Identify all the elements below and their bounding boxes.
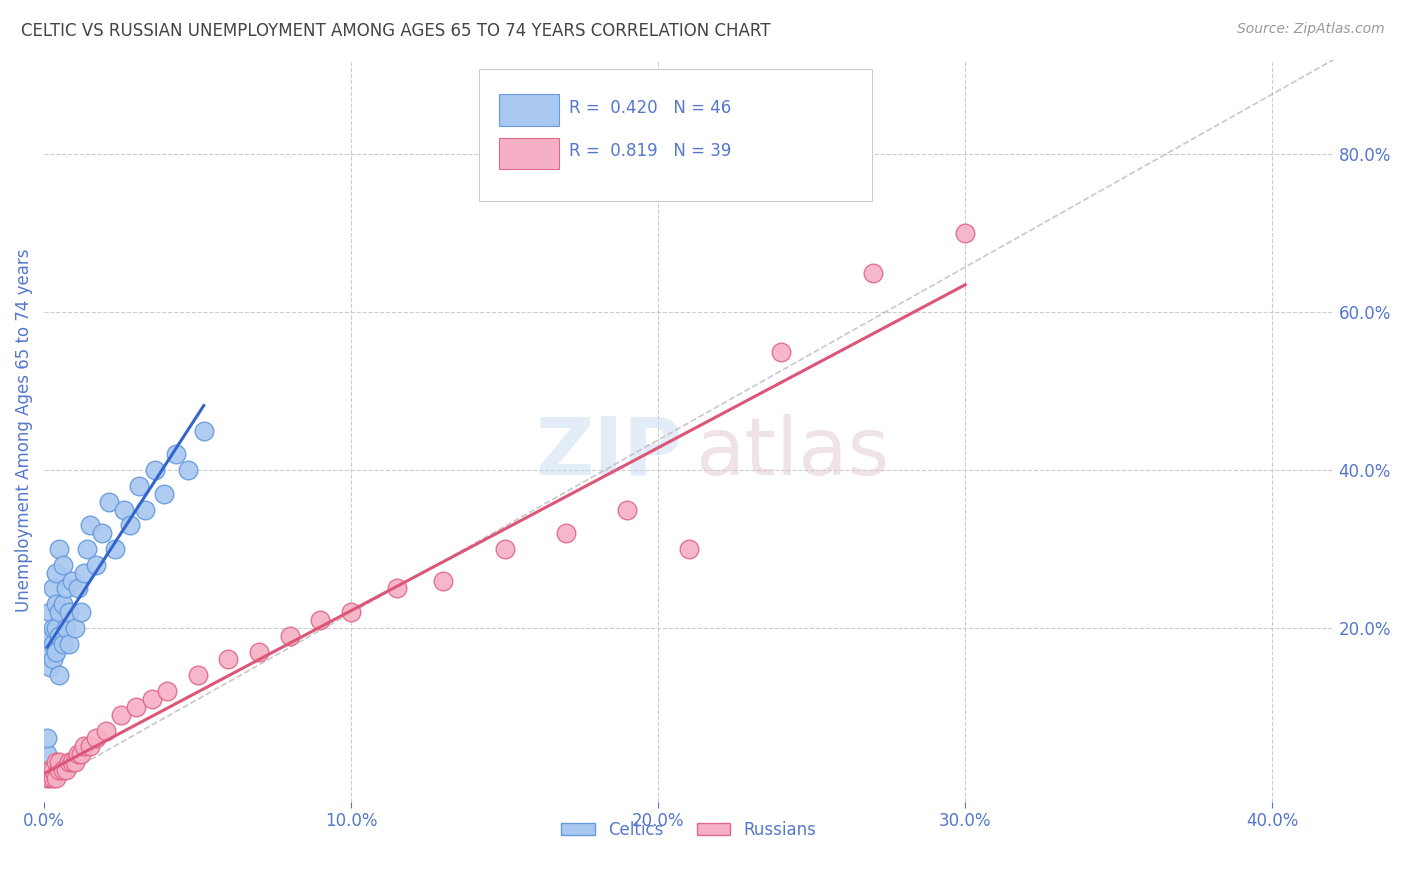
- Point: [45, 644, 67, 658]
- Point: [39, 660, 62, 674]
- Point: [678, 541, 700, 556]
- Point: [143, 463, 166, 477]
- Point: [432, 574, 454, 588]
- Point: [58, 637, 80, 651]
- Point: [555, 526, 578, 541]
- Point: [51, 597, 73, 611]
- Point: [55, 763, 77, 777]
- Point: [51, 558, 73, 572]
- Point: [387, 582, 409, 596]
- Point: [97, 494, 120, 508]
- Point: [104, 541, 127, 556]
- Point: [60, 574, 83, 588]
- Point: [616, 502, 638, 516]
- Point: [125, 699, 148, 714]
- Point: [42, 763, 65, 777]
- Point: [48, 755, 70, 769]
- Point: [165, 447, 187, 461]
- Point: [58, 755, 80, 769]
- Point: [39, 605, 62, 619]
- Point: [42, 582, 65, 596]
- Point: [55, 621, 77, 635]
- Point: [51, 637, 73, 651]
- Point: [340, 605, 363, 619]
- Point: [278, 629, 301, 643]
- Point: [769, 344, 792, 359]
- Point: [42, 637, 65, 651]
- Point: [39, 771, 62, 785]
- Point: [66, 582, 89, 596]
- Text: CELTIC VS RUSSIAN UNEMPLOYMENT AMONG AGES 65 TO 74 YEARS CORRELATION CHART: CELTIC VS RUSSIAN UNEMPLOYMENT AMONG AGE…: [21, 22, 770, 40]
- Point: [187, 668, 209, 682]
- Point: [48, 605, 70, 619]
- Point: [84, 731, 107, 746]
- Text: Source: ZipAtlas.com: Source: ZipAtlas.com: [1237, 22, 1385, 37]
- Point: [45, 621, 67, 635]
- Point: [128, 479, 150, 493]
- Point: [309, 613, 332, 627]
- Legend: Celtics, Russians: Celtics, Russians: [555, 814, 823, 846]
- Point: [247, 644, 270, 658]
- Point: [953, 226, 976, 240]
- Point: [48, 763, 70, 777]
- FancyBboxPatch shape: [499, 95, 558, 126]
- Point: [112, 502, 135, 516]
- Point: [156, 684, 179, 698]
- Point: [134, 502, 156, 516]
- Point: [217, 652, 239, 666]
- Text: ZIP: ZIP: [536, 414, 682, 491]
- Point: [79, 739, 101, 754]
- Point: [862, 266, 884, 280]
- Point: [39, 644, 62, 658]
- Point: [55, 582, 77, 596]
- Point: [177, 463, 200, 477]
- Point: [37, 747, 59, 762]
- Point: [39, 629, 62, 643]
- Point: [494, 541, 516, 556]
- Point: [120, 518, 142, 533]
- Point: [45, 771, 67, 785]
- Point: [45, 597, 67, 611]
- Point: [45, 755, 67, 769]
- Point: [60, 755, 83, 769]
- Point: [48, 541, 70, 556]
- Point: [63, 621, 86, 635]
- Point: [110, 707, 132, 722]
- Point: [42, 652, 65, 666]
- Point: [42, 621, 65, 635]
- Point: [73, 739, 96, 754]
- Point: [37, 771, 59, 785]
- Point: [39, 763, 62, 777]
- Point: [94, 723, 117, 738]
- Point: [141, 692, 163, 706]
- Point: [63, 755, 86, 769]
- Text: R =  0.819   N = 39: R = 0.819 N = 39: [569, 142, 731, 160]
- Text: R =  0.420   N = 46: R = 0.420 N = 46: [569, 99, 731, 117]
- Point: [76, 541, 98, 556]
- Point: [37, 763, 59, 777]
- Point: [48, 629, 70, 643]
- FancyBboxPatch shape: [478, 69, 872, 201]
- Point: [73, 566, 96, 580]
- Point: [42, 771, 65, 785]
- Point: [48, 668, 70, 682]
- Point: [45, 566, 67, 580]
- Point: [37, 731, 59, 746]
- Point: [70, 605, 93, 619]
- Text: atlas: atlas: [696, 414, 890, 491]
- Point: [84, 558, 107, 572]
- Point: [66, 747, 89, 762]
- Y-axis label: Unemployment Among Ages 65 to 74 years: Unemployment Among Ages 65 to 74 years: [15, 249, 32, 612]
- Point: [91, 526, 114, 541]
- Point: [193, 424, 215, 438]
- Point: [51, 763, 73, 777]
- Point: [70, 747, 93, 762]
- Point: [153, 487, 176, 501]
- Point: [58, 605, 80, 619]
- Point: [79, 518, 101, 533]
- FancyBboxPatch shape: [499, 137, 558, 169]
